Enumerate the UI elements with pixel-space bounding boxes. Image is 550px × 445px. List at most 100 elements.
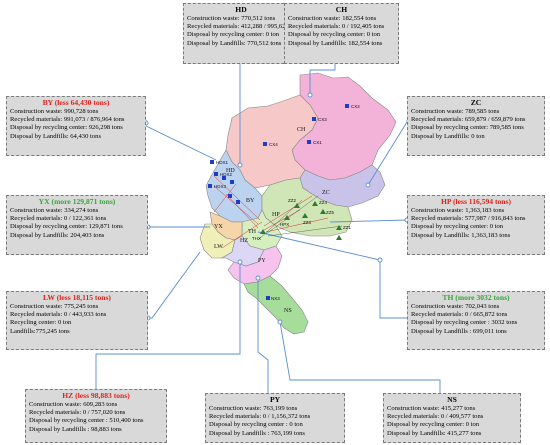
box-line: Disposal by Landfills: 0 ton xyxy=(411,132,485,140)
flow-arrow xyxy=(265,195,319,235)
map-label-th: TH xyxy=(248,229,257,235)
box-line: Disposal by Landfills: 1,363,183 tons xyxy=(411,231,511,239)
endpoint-zc xyxy=(365,182,371,188)
box-title-hp: HP (less 116,594 tons) xyxy=(440,197,512,206)
box-title-py: PY xyxy=(269,395,281,404)
endpoint-hz xyxy=(237,259,243,265)
leader-endpoints xyxy=(143,92,410,325)
info-box-hz: HZ (less 98,883 tons) Construction waste… xyxy=(25,389,167,443)
flow-arrow xyxy=(225,193,259,229)
box-line: Disposal by Landfills: 182,554 tons xyxy=(288,39,383,47)
flow-arrow xyxy=(221,221,263,249)
box-line: Disposal by recycling center: 926,298 to… xyxy=(10,124,123,132)
box-line: Recycled materials: 659,879 / 659,879 to… xyxy=(411,115,526,123)
box-line: Construction waste: 789,585 tons xyxy=(411,107,500,115)
site-label-hdx3: HDX3 xyxy=(214,184,227,189)
site-label-cx4: CX4 xyxy=(269,142,278,147)
site-zz1 xyxy=(336,225,342,230)
site-label-hdx1: HDX1 xyxy=(216,160,229,165)
site-label-zz5: ZZ5 xyxy=(326,210,334,215)
box-line: Disposal by Landfills: 415,277 tons xyxy=(387,429,482,437)
site-by-a xyxy=(228,194,232,198)
site-label-hpx: HPX xyxy=(280,222,289,227)
info-box-hd: HD Construction waste: 770,512 tons Recy… xyxy=(183,3,299,64)
box-title-lw: LW (less 18,115 tons) xyxy=(43,293,111,302)
box-line: Construction waste: 1,363,183 tons xyxy=(411,206,505,214)
box-line: Recycled materials: 0 / 1,156,372 tons xyxy=(209,412,311,420)
endpoint-ns xyxy=(277,319,283,325)
box-line: Recycled materials: 991,073 / 876,964 to… xyxy=(10,115,125,123)
region-py xyxy=(227,245,283,285)
box-line: Construction waste: 763,199 tons xyxy=(209,404,298,412)
site-cx3 xyxy=(312,117,316,121)
box-line: Recycled materials: 577,987 / 916,843 to… xyxy=(411,214,526,222)
box-line: Construction waste: 609,283 tons xyxy=(29,400,118,408)
box-title-th: TH (more 3032 tons) xyxy=(442,293,510,302)
box-line: Disposal by Landfills : 763,199 tons xyxy=(209,429,305,437)
leader-py xyxy=(257,278,269,393)
info-box-ch: CH Construction waste: 182,554 tons Recy… xyxy=(284,3,399,64)
box-line: Recycled materials: 0 / 443,933 tons xyxy=(10,310,107,318)
box-line: Disposal by recycling center : 0 ton xyxy=(209,421,303,429)
site-thx xyxy=(260,229,266,234)
box-line: Disposal by recycling center : 510,400 t… xyxy=(29,417,144,425)
box-line: Recycling center: 0 ton xyxy=(10,319,72,327)
box-line: Recycled materials: 412,288 / 995,628 to… xyxy=(187,22,299,30)
box-line: Construction waste: 415,277 tons xyxy=(387,404,476,412)
flow-arrow xyxy=(267,225,343,237)
box-title-hd: HD xyxy=(235,5,247,14)
box-line: Recycled materials: 0 / 122,361 tons xyxy=(10,214,107,222)
map-label-yx: YX xyxy=(214,224,223,230)
site-hpx xyxy=(284,215,290,220)
info-box-lw: LW (less 18,115 tons) Construction waste… xyxy=(6,291,148,350)
site-label-thx: THX xyxy=(252,236,261,241)
site-label-zz1: ZZ1 xyxy=(343,225,351,230)
box-title-by: BY (less 64,430 tons) xyxy=(42,98,110,107)
site-label-zz4: ZZ4 xyxy=(319,200,327,205)
box-line: Construction waste: 775,245 tons xyxy=(10,302,99,310)
site-hdx3 xyxy=(208,184,212,188)
box-line: Construction waste: 770,512 tons xyxy=(187,14,276,22)
site-zz-extra xyxy=(336,235,342,240)
site-label-cx3: CX3 xyxy=(318,117,327,122)
leader-by xyxy=(145,120,217,161)
site-cx1 xyxy=(307,140,311,144)
site-label-cx2: CX2 xyxy=(351,104,360,109)
map-label-lw: LW xyxy=(214,244,223,250)
box-line: Construction waste: 990,728 tons xyxy=(10,107,99,115)
box-line: Disposal by Landfills : 98,883 tons xyxy=(29,425,122,433)
box-title-yx: YX (more 129,871 tons) xyxy=(38,197,116,206)
box-line: Disposal by recycling center : 3032 tons xyxy=(411,319,518,327)
info-box-by: BY (less 64,430 tons) Construction waste… xyxy=(6,96,146,156)
map-label-hz: HZ xyxy=(240,238,248,244)
box-line: Disposal by Landfills: 64,430 tons xyxy=(10,132,102,140)
box-title-zc: ZC xyxy=(470,98,482,107)
leader-ch xyxy=(309,63,336,95)
info-box-py: PY Construction waste: 763,199 tons Recy… xyxy=(205,393,345,443)
endpoint-ch xyxy=(307,92,313,98)
flow-arrow xyxy=(213,185,259,225)
info-box-zc: ZC Construction waste: 789,585 tons Recy… xyxy=(407,96,545,156)
box-title-ns: NS xyxy=(447,395,457,404)
endpoint-hd xyxy=(237,162,243,168)
endpoint-py xyxy=(255,275,261,281)
site-hdx1 xyxy=(210,160,214,164)
map-label-zc: ZC xyxy=(322,190,330,196)
site-hd-a xyxy=(222,176,226,180)
site-squares xyxy=(208,104,349,300)
box-title-hz: HZ (less 98,883 tons) xyxy=(62,391,130,400)
box-line: Disposal by recycling center: 789,585 to… xyxy=(411,124,524,132)
box-line: Construction waste: 334,274 tons xyxy=(10,206,99,214)
info-box-yx: YX (more 129,871 tons) Construction wast… xyxy=(6,195,148,255)
site-zz3 xyxy=(302,213,308,218)
flow-arrow xyxy=(213,183,237,213)
leader-hz xyxy=(95,262,241,389)
map-label-hd: HD xyxy=(226,168,235,174)
map-label-ch: CH xyxy=(297,127,306,133)
site-label-hdx2: HDX2 xyxy=(220,172,233,177)
map-label-py: PY xyxy=(258,258,266,264)
box-line: Construction waste: 182,554 tons xyxy=(288,14,377,22)
site-zz2 xyxy=(294,203,300,208)
map-label-ns: NS xyxy=(284,308,292,314)
